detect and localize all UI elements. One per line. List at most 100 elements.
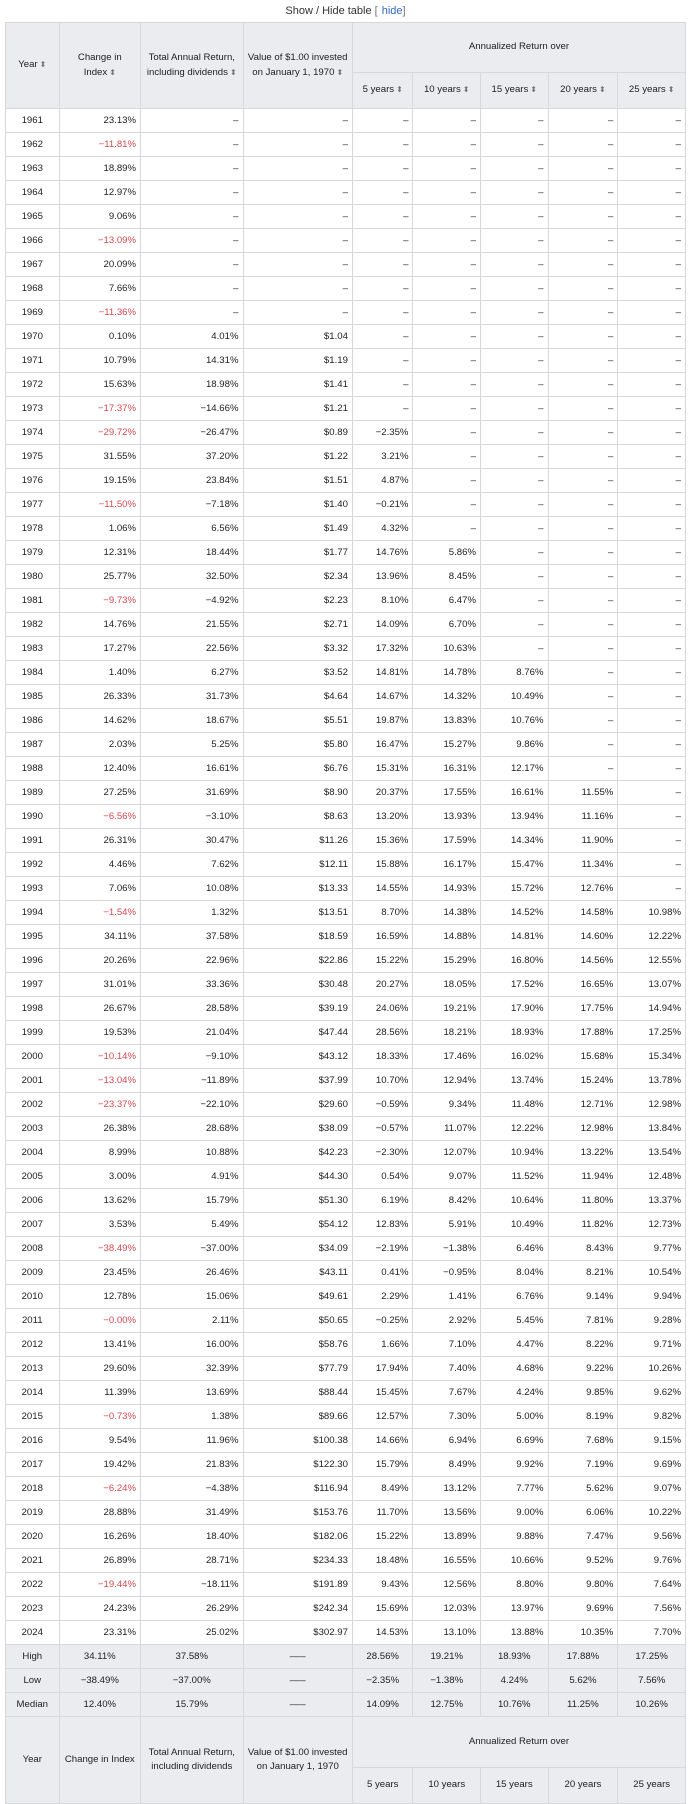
value-cell: 7.19% [547, 1452, 619, 1477]
value-cell: – [547, 564, 619, 589]
year-cell: 1965 [5, 204, 60, 229]
value-cell: $1.49 [242, 516, 353, 541]
year-cell: 1976 [5, 468, 60, 493]
value-cell: – [617, 228, 686, 253]
year-cell: 1988 [5, 756, 60, 781]
value-cell: −29.72% [58, 420, 142, 445]
value-cell: – [547, 108, 619, 133]
sort-arrows-icon[interactable]: ⬍ [667, 85, 675, 95]
summary-row: High 34.11% 37.58% ––– 28.56% 19.21% 18.93% 17.… [5, 1644, 686, 1669]
year-cell: 1995 [5, 924, 60, 949]
sort-arrows-icon[interactable]: ⬍ [336, 67, 344, 77]
value-cell: 26.33% [58, 684, 142, 709]
sort-arrows-icon[interactable]: ⬍ [530, 85, 537, 95]
value-cell: 14.32% [412, 684, 481, 709]
total-return-column-header[interactable]: Total Annual Return, including dividends… [140, 22, 244, 109]
table-row: 1961 23.13% – – – – – – – [5, 108, 686, 133]
value-cell: −9.73% [58, 588, 142, 613]
value-cell: 14.67% [351, 684, 414, 709]
value-cell: 28.71% [140, 1548, 244, 1573]
table-row: 1997 31.01% 33.36% $30.48 20.27% 18.05% 17.52%… [5, 972, 686, 997]
value-cell: – [242, 228, 353, 253]
period-5y-header[interactable]: 5 years ⬍ [351, 72, 414, 109]
value-cell: 8.45% [412, 564, 481, 589]
sort-arrows-icon[interactable]: ⬍ [229, 67, 237, 77]
value-cell: – [547, 708, 619, 733]
table-row: 1994 −1.54% 1.32% $13.51 8.70% 14.38% 14.52% 14… [5, 900, 686, 925]
sort-arrows-icon[interactable]: ⬍ [109, 67, 116, 77]
hide-table-link[interactable]: hide [381, 5, 403, 17]
value-cell: 28.68% [140, 1116, 244, 1141]
period-15y-header[interactable]: 15 years ⬍ [479, 72, 549, 109]
period-10y-header[interactable]: 10 years ⬍ [412, 72, 481, 109]
value-cell: 15.24% [547, 1068, 619, 1093]
table-row: 2022 −19.44% −18.11% $191.89 9.43% 12.56% 8.80… [5, 1572, 686, 1597]
value-cell: $89.66 [242, 1404, 353, 1429]
value-cell: – [351, 276, 414, 301]
value-cell: 15.06% [140, 1284, 244, 1309]
value-cell: 11.90% [547, 828, 619, 853]
year-cell: 1966 [5, 228, 60, 253]
value-cell: – [547, 516, 619, 541]
value-cell: 12.83% [351, 1212, 414, 1237]
value-cell: 6.69% [479, 1428, 549, 1453]
value-cell: – [351, 324, 414, 349]
value-cell: 19.21% [412, 996, 481, 1021]
value-cell: 22.56% [140, 636, 244, 661]
value-cell: 12.22% [617, 924, 686, 949]
value-cell: 13.78% [617, 1068, 686, 1093]
value-cell: 37.58% [140, 924, 244, 949]
value-cell: 9.54% [58, 1428, 142, 1453]
period-25y-header[interactable]: 25 years ⬍ [617, 72, 686, 109]
value-cell: – [412, 204, 481, 229]
sort-arrows-icon[interactable]: ⬍ [39, 60, 47, 70]
footer-period-15y: 15 years [479, 1767, 549, 1804]
table-row: 1986 14.62% 18.67% $5.51 19.87% 13.83% 10.76% –… [5, 708, 686, 733]
value-cell: 15.31% [351, 756, 414, 781]
value-cell: – [412, 108, 481, 133]
value-cell: – [412, 300, 481, 325]
value-cell: 5.91% [412, 1212, 481, 1237]
value-cell: – [547, 636, 619, 661]
value-cell: 9.76% [617, 1548, 686, 1573]
sort-arrows-icon[interactable]: ⬍ [396, 85, 403, 95]
value-cell: 11.16% [547, 804, 619, 829]
table-row: 2021 26.89% 28.71% $234.33 18.48% 16.55% 10.66… [5, 1548, 686, 1573]
period-20y-header[interactable]: 20 years ⬍ [547, 72, 619, 109]
value-cell: 11.82% [547, 1212, 619, 1237]
value-cell: 12.22% [479, 1116, 549, 1141]
sort-arrows-icon[interactable]: ⬍ [598, 85, 606, 95]
value-cell: – [412, 228, 481, 253]
value-cell: – [617, 492, 686, 517]
value-cell: −4.92% [140, 588, 244, 613]
summary-value: −38.49% [58, 1668, 142, 1693]
year-column-header[interactable]: Year ⬍ [5, 22, 60, 109]
value-cell: −0.73% [58, 1404, 142, 1429]
value-cell: 12.55% [617, 948, 686, 973]
value-cell: 12.40% [58, 756, 142, 781]
value-cell: – [412, 276, 481, 301]
value-cell: 16.59% [351, 924, 414, 949]
change-column-header[interactable]: Change in Index ⬍ [58, 22, 142, 109]
value-cell: – [547, 132, 619, 157]
value-cell: 17.75% [547, 996, 619, 1021]
value-cell: 15.36% [351, 828, 414, 853]
value-cell: 11.55% [547, 780, 619, 805]
value-cell: $88.44 [242, 1380, 353, 1405]
value-cell: 15.27% [412, 732, 481, 757]
year-cell: 2014 [5, 1380, 60, 1405]
summary-value: 5.62% [547, 1668, 619, 1693]
value-cell: – [412, 252, 481, 277]
value-cell: $44.30 [242, 1164, 353, 1189]
year-cell: 1994 [5, 900, 60, 925]
value-cell: 30.47% [140, 828, 244, 853]
value-cell: – [412, 492, 481, 517]
value-cell: 17.32% [351, 636, 414, 661]
value-cell: – [617, 156, 686, 181]
sort-arrows-icon[interactable]: ⬍ [462, 85, 470, 95]
value-cell: −11.81% [58, 132, 142, 157]
value-cell: – [412, 372, 481, 397]
value-cell: – [617, 564, 686, 589]
value-column-header[interactable]: Value of $1.00 invested on January 1, 19… [242, 22, 353, 109]
value-cell: – [479, 276, 549, 301]
